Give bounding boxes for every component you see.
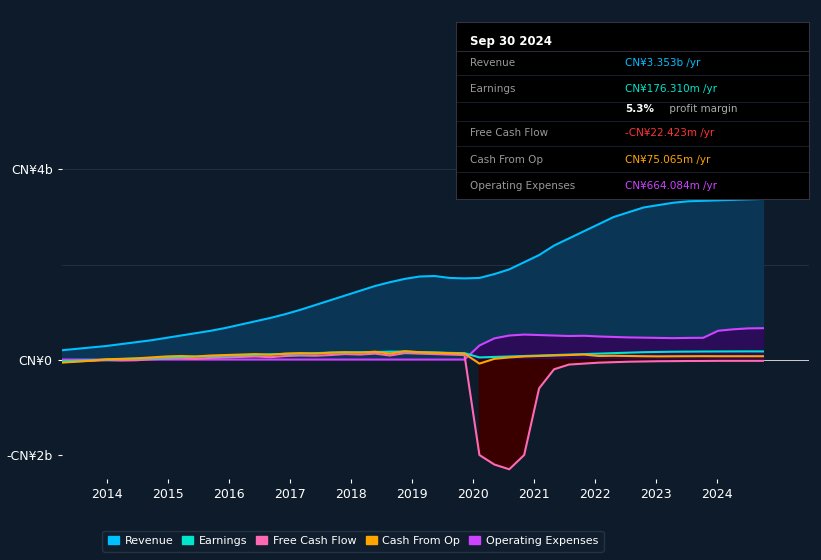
Text: CN¥176.310m /yr: CN¥176.310m /yr — [625, 84, 717, 94]
Legend: Revenue, Earnings, Free Cash Flow, Cash From Op, Operating Expenses: Revenue, Earnings, Free Cash Flow, Cash … — [103, 530, 603, 552]
Text: CN¥664.084m /yr: CN¥664.084m /yr — [625, 181, 717, 191]
Text: 5.3%: 5.3% — [625, 104, 654, 114]
Text: Operating Expenses: Operating Expenses — [470, 181, 575, 191]
Text: -CN¥22.423m /yr: -CN¥22.423m /yr — [625, 128, 714, 138]
Text: CN¥3.353b /yr: CN¥3.353b /yr — [625, 58, 700, 68]
Text: Earnings: Earnings — [470, 84, 516, 94]
Text: Sep 30 2024: Sep 30 2024 — [470, 35, 552, 48]
Text: Free Cash Flow: Free Cash Flow — [470, 128, 548, 138]
Text: CN¥75.065m /yr: CN¥75.065m /yr — [625, 155, 710, 165]
Text: profit margin: profit margin — [666, 104, 737, 114]
Text: Cash From Op: Cash From Op — [470, 155, 543, 165]
Text: Revenue: Revenue — [470, 58, 515, 68]
